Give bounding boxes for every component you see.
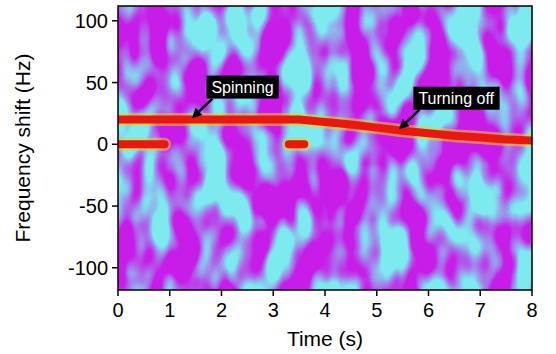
plot-frame <box>118 6 532 290</box>
annotation-box <box>413 87 499 110</box>
annotation-arrow <box>405 110 420 124</box>
line-glow <box>118 138 304 151</box>
x-tick <box>324 290 326 296</box>
annotation-text: Turning off <box>418 90 494 107</box>
x-tick <box>221 290 223 296</box>
x-tick-label: 6 <box>423 299 434 321</box>
x-tick <box>428 290 430 296</box>
x-tick-label: 7 <box>475 299 486 321</box>
y-tick <box>112 205 118 207</box>
annotation: Turning off <box>399 87 500 130</box>
y-axis-title: Frequency shift (Hz) <box>11 53 34 242</box>
annotation-box <box>206 76 278 99</box>
y-tick <box>112 267 118 269</box>
annotation-text: Spinning <box>211 79 273 96</box>
plot-background <box>118 6 532 290</box>
annotation: Spinning <box>192 76 279 119</box>
data-line <box>118 120 532 141</box>
x-tick <box>531 290 533 296</box>
data-layer <box>118 120 532 145</box>
x-tick <box>480 290 482 296</box>
y-tick-label: 100 <box>75 10 108 32</box>
annotation-arrowhead <box>399 119 410 130</box>
x-tick <box>117 290 119 296</box>
line-glow <box>118 120 532 141</box>
y-tick <box>112 82 118 84</box>
x-tick-label: 4 <box>319 299 330 321</box>
x-tick-label: 1 <box>164 299 175 321</box>
x-tick-label: 3 <box>268 299 279 321</box>
plot-texture <box>118 6 532 290</box>
y-tick <box>112 144 118 146</box>
y-tick <box>112 20 118 22</box>
y-tick-label: -100 <box>68 257 108 279</box>
x-tick <box>273 290 275 296</box>
annotation-arrowhead <box>192 108 203 119</box>
x-tick <box>169 290 171 296</box>
annotation-arrow <box>198 99 213 113</box>
x-axis-title: Time (s) <box>287 327 363 350</box>
x-tick-label: 2 <box>216 299 227 321</box>
y-tick-label: 50 <box>86 72 108 94</box>
chart-container: 0 1 2 3 4 5 6 7 8 -100 -50 0 50 100 Time (s) Frequency … <box>0 0 556 354</box>
x-tick-label: 5 <box>371 299 382 321</box>
y-tick-label: 0 <box>97 133 108 155</box>
x-tick-label: 0 <box>112 299 123 321</box>
y-tick-label: -50 <box>79 195 108 217</box>
chart-svg: 0 1 2 3 4 5 6 7 8 -100 -50 0 50 100 Time (s) Frequency … <box>0 0 556 354</box>
x-tick <box>376 290 378 296</box>
x-tick-label: 8 <box>526 299 537 321</box>
data-line <box>118 140 304 148</box>
